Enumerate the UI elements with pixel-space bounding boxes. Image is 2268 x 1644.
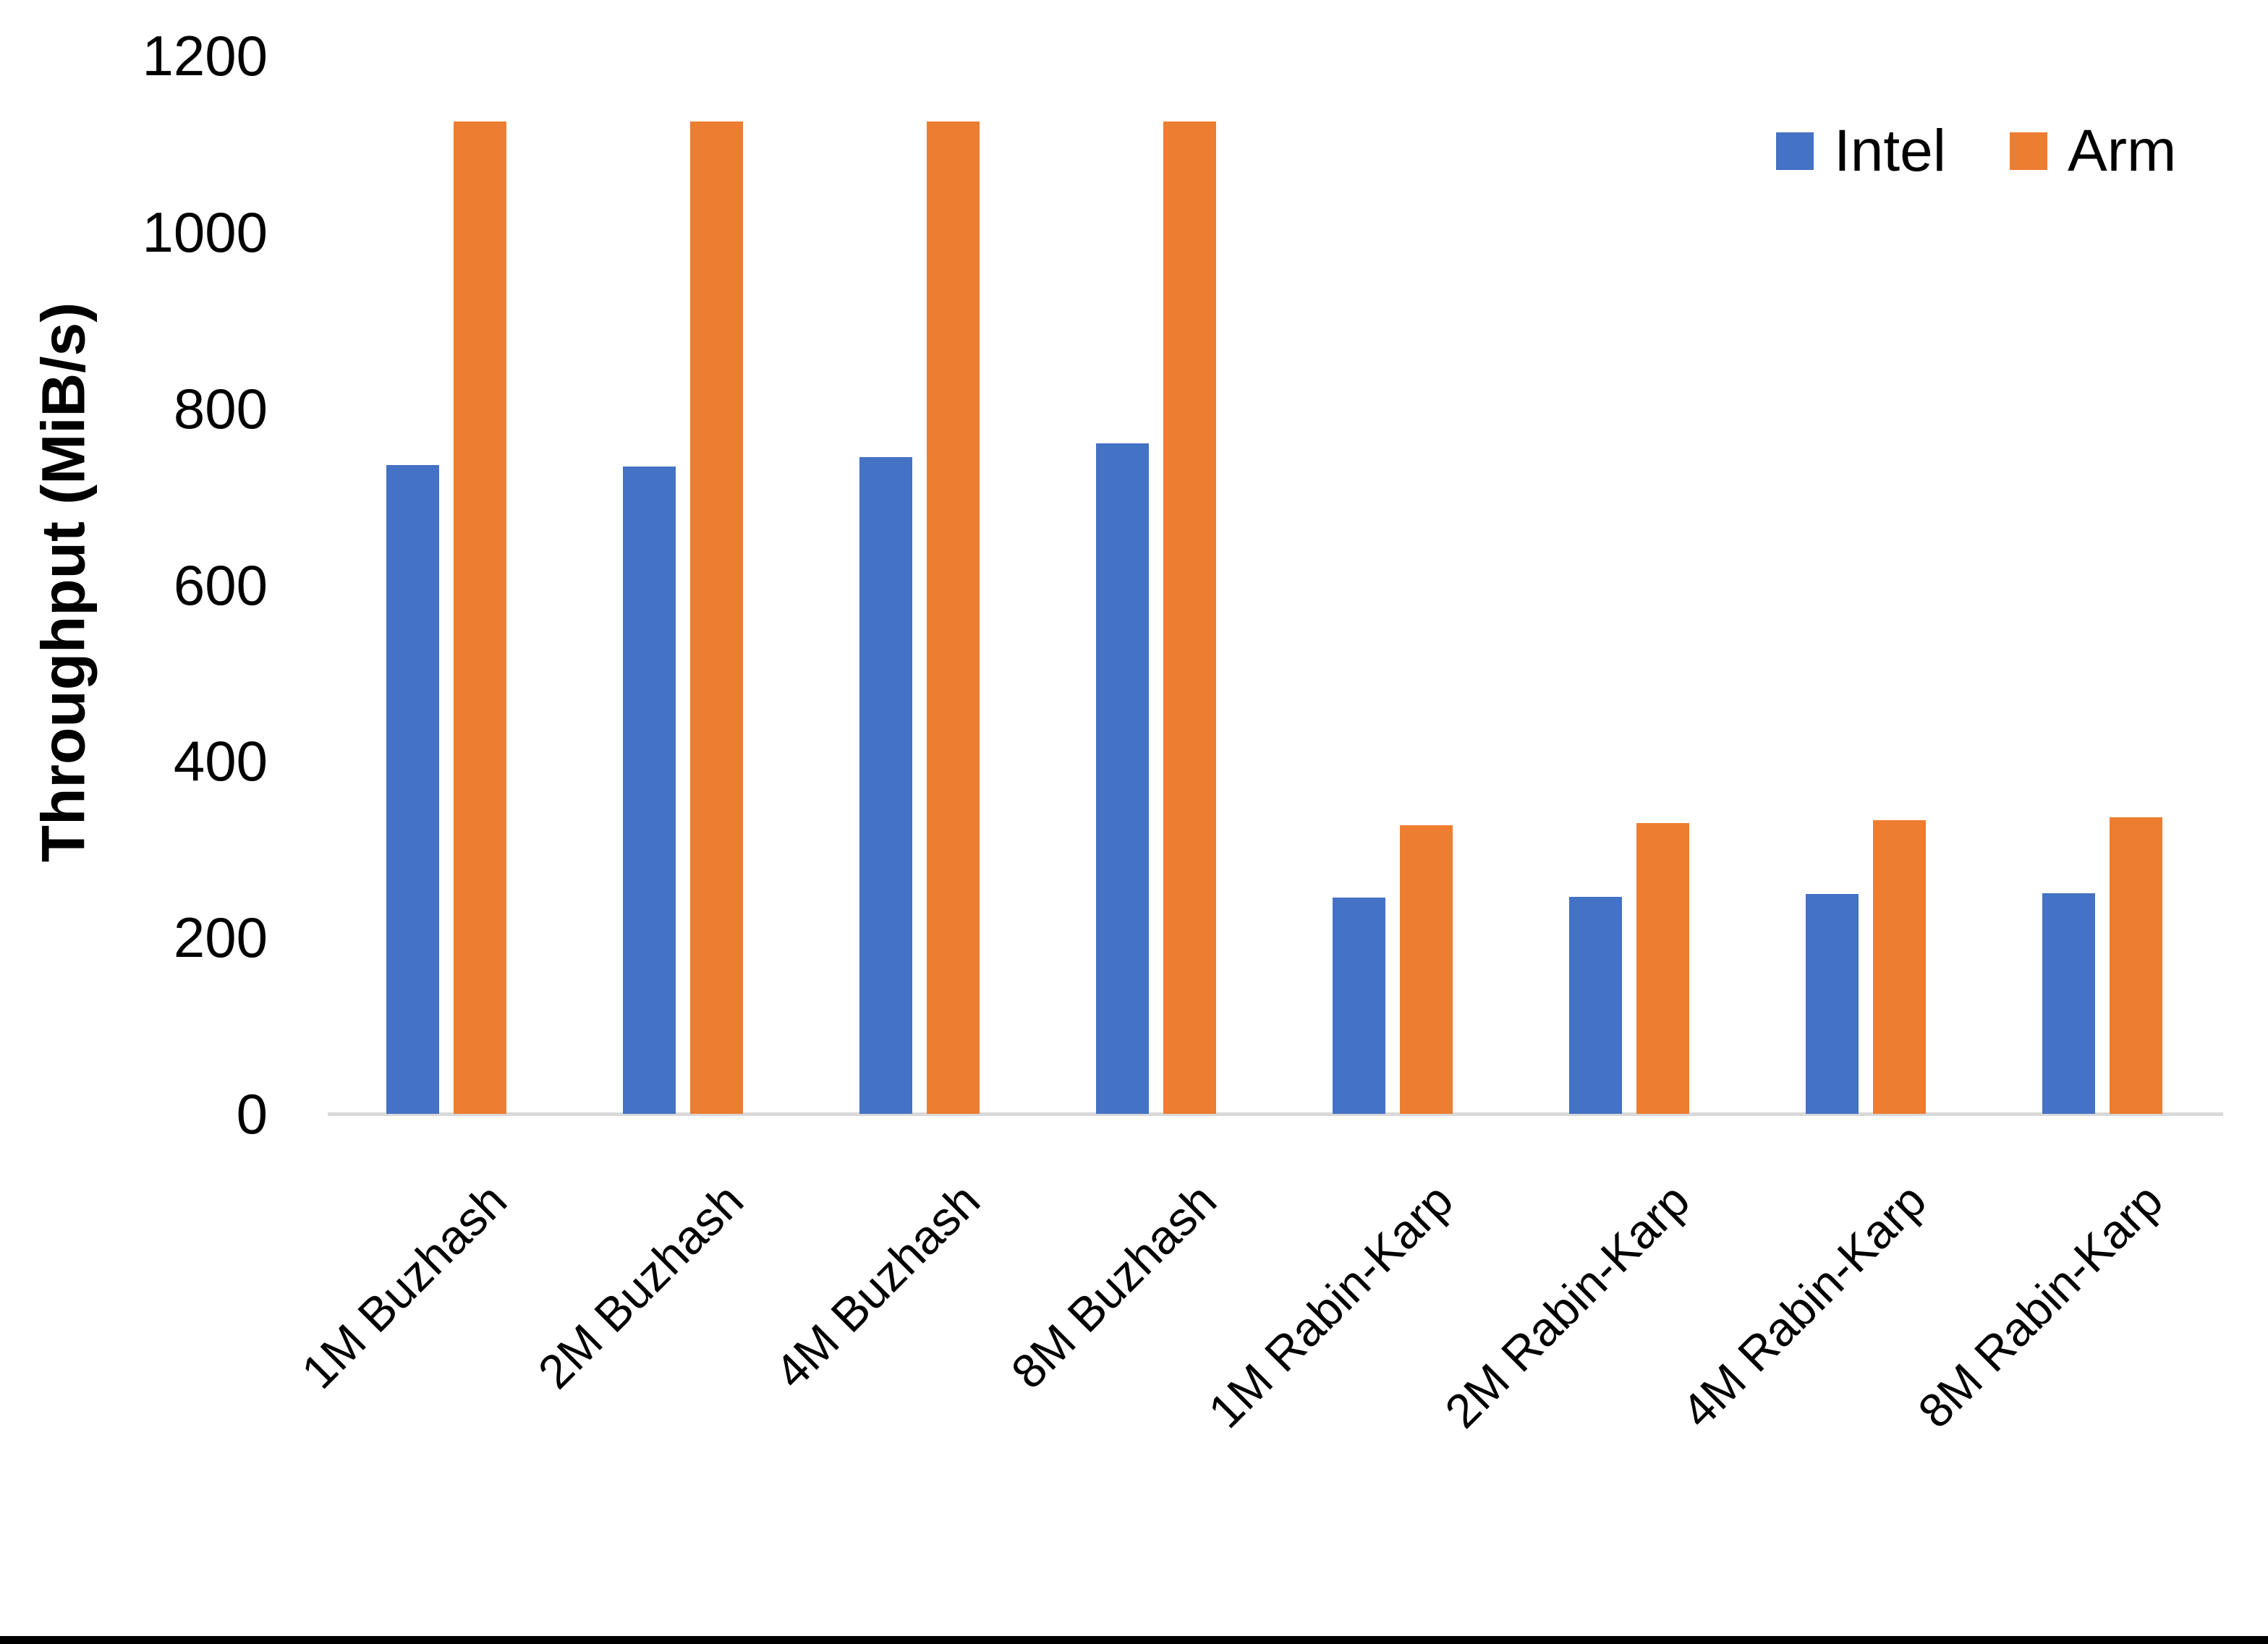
bar-intel-5 [1569, 897, 1622, 1114]
bar-arm-6 [1873, 820, 1926, 1114]
legend-item-intel: Intel [1776, 122, 1946, 181]
bar-intel-0 [386, 464, 439, 1114]
y-tick-label: 1000 [142, 200, 268, 264]
bar-intel-4 [1333, 898, 1385, 1114]
bar-intel-2 [859, 456, 912, 1114]
bar-arm-4 [1400, 825, 1453, 1114]
y-tick-label: 200 [173, 906, 268, 970]
bar-arm-2 [927, 122, 980, 1114]
bar-arm-7 [2110, 817, 2162, 1114]
x-category-label: 2M Buzhash [527, 1173, 753, 1399]
y-tick-label: 800 [173, 376, 268, 440]
arm-series-swatch-icon [2010, 132, 2047, 170]
legend-label-arm: Arm [2068, 118, 2177, 184]
bar-intel-3 [1096, 443, 1149, 1114]
x-category-label: 8M Rabin-Karp [1907, 1173, 2173, 1439]
y-tick-label: 400 [173, 729, 268, 793]
intel-series-swatch-icon [1776, 132, 1814, 170]
x-category-label: 8M Buzhash [1001, 1173, 1226, 1399]
x-axis-line [328, 1112, 2223, 1116]
x-category-label: 1M Rabin-Karp [1197, 1173, 1463, 1439]
x-category-label: 1M Buzhash [291, 1173, 517, 1399]
bar-intel-6 [1806, 894, 1859, 1114]
plot-area [328, 56, 2220, 1114]
bar-arm-0 [454, 122, 506, 1114]
y-tick-label: 0 [236, 1082, 268, 1146]
bar-arm-3 [1163, 122, 1216, 1114]
bottom-border [0, 1636, 2268, 1644]
legend: Intel Arm [1776, 122, 2176, 181]
bar-intel-1 [623, 467, 676, 1114]
x-category-label: 4M Rabin-Karp [1670, 1173, 1936, 1439]
y-tick-label: 600 [173, 553, 268, 617]
x-category-label: 4M Buzhash [764, 1173, 990, 1399]
legend-label-intel: Intel [1834, 118, 1946, 184]
y-tick-label: 1200 [142, 24, 268, 88]
x-category-label: 2M Rabin-Karp [1434, 1173, 1699, 1439]
bar-arm-5 [1636, 822, 1689, 1114]
legend-item-arm: Arm [2010, 122, 2176, 181]
bar-arm-1 [690, 122, 743, 1114]
bar-intel-7 [2042, 893, 2095, 1114]
